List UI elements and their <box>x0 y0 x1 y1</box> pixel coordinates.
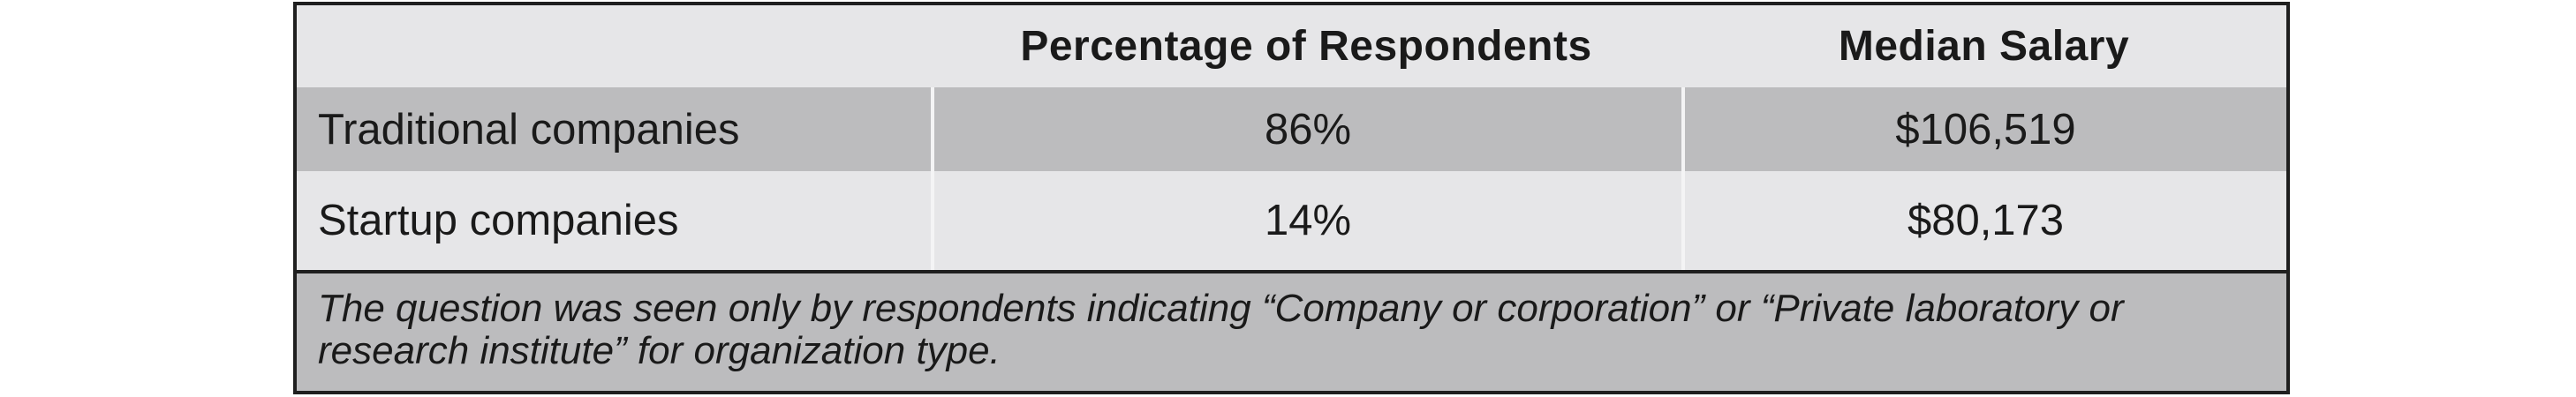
percentage-cell: 86% <box>931 87 1681 171</box>
table-header-row: Percentage of Respondents Median Salary <box>297 5 2286 87</box>
header-empty-cell <box>297 5 931 87</box>
table-note: The question was seen only by respondent… <box>318 287 2124 372</box>
table-row: Startup companies 14% $80,173 <box>297 171 2286 270</box>
row-label: Startup companies <box>318 197 679 244</box>
header-percentage: Percentage of Respondents <box>1020 23 1592 70</box>
row-label: Traditional companies <box>318 105 740 154</box>
salary-cell: $80,173 <box>1681 171 2286 270</box>
salary-cell: $106,519 <box>1681 87 2286 171</box>
table-row: Traditional companies 86% $106,519 <box>297 87 2286 171</box>
percentage-cell: 14% <box>931 171 1681 270</box>
salary-table: Percentage of Respondents Median Salary … <box>293 2 2290 394</box>
header-median-salary: Median Salary <box>1838 23 2130 70</box>
table-note-row: The question was seen only by respondent… <box>297 270 2286 391</box>
